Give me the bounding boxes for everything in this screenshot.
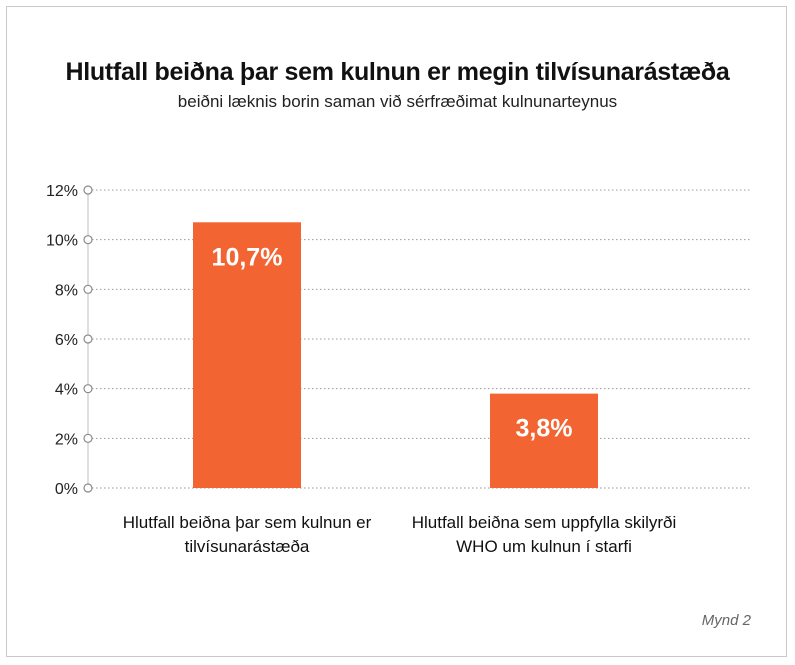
y-tick-label: 12%: [46, 183, 78, 200]
data-label: 3,8%: [516, 415, 573, 443]
bar: [193, 222, 301, 489]
x-category-label: Hlutfall beiðna þar sem kulnun er: [123, 513, 372, 532]
figure-caption: Mynd 2: [701, 612, 751, 629]
chart-subtitle: beiðni læknis borin saman við sérfræðima…: [177, 92, 618, 111]
y-tick-label: 4%: [55, 382, 78, 399]
data-label: 10,7%: [212, 243, 283, 271]
y-tick-marker: [83, 185, 93, 195]
x-category-label: tilvísunarástæða: [185, 537, 310, 556]
y-tick-label: 6%: [55, 332, 78, 349]
y-tick-marker: [83, 433, 93, 443]
y-tick-marker: [83, 284, 93, 294]
bar: [490, 393, 598, 488]
y-tick-label: 2%: [55, 431, 78, 448]
y-tick-marker: [83, 384, 93, 394]
chart-title: Hlutfall beiðna þar sem kulnun er megin …: [65, 58, 730, 86]
y-tick-marker: [83, 235, 93, 245]
y-tick-label: 8%: [55, 282, 78, 299]
y-tick-marker: [83, 334, 93, 344]
x-category-label: WHO um kulnun í starfi: [456, 537, 632, 556]
y-tick-label: 0%: [55, 481, 78, 498]
figure-frame: [6, 6, 787, 657]
x-category-label: Hlutfall beiðna sem uppfylla skilyrði: [412, 513, 677, 532]
y-tick-label: 10%: [46, 233, 78, 250]
y-tick-marker: [83, 483, 93, 493]
